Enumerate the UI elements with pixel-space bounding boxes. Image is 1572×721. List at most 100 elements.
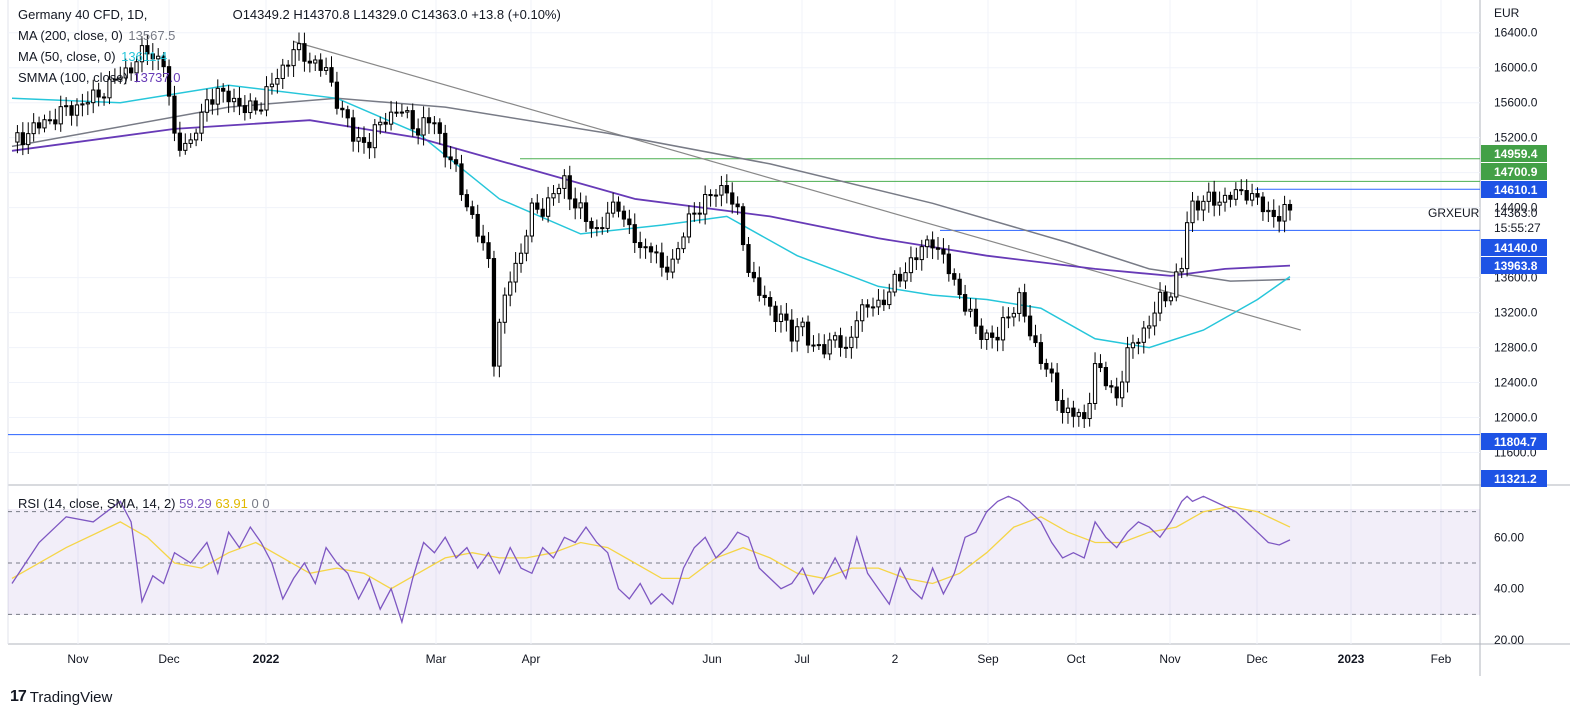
candle-body bbox=[610, 201, 616, 214]
candle-body bbox=[1217, 201, 1222, 206]
candle-body bbox=[15, 132, 20, 143]
candle-body bbox=[762, 294, 767, 299]
candle-body bbox=[215, 87, 220, 105]
time-tick-label: Sep bbox=[977, 652, 999, 666]
candle-body bbox=[123, 67, 128, 79]
candle-body bbox=[795, 326, 800, 342]
candle-body bbox=[740, 206, 746, 246]
time-tick-label: Jul bbox=[794, 652, 809, 666]
candle-body bbox=[984, 332, 989, 340]
candle-body bbox=[183, 142, 188, 151]
candle-body bbox=[1000, 317, 1006, 341]
candle-body bbox=[854, 320, 859, 338]
candle-body bbox=[399, 111, 405, 114]
candle-body bbox=[296, 43, 302, 51]
smma100-value: 13737.0 bbox=[133, 70, 181, 85]
candle-body bbox=[908, 257, 914, 274]
candle-body bbox=[269, 83, 275, 88]
time-tick-label: Apr bbox=[522, 652, 541, 666]
candle-body bbox=[1044, 362, 1049, 370]
candle-body bbox=[1006, 316, 1011, 319]
price-tag bbox=[1481, 239, 1547, 256]
price-tag bbox=[1481, 470, 1547, 487]
candle-body bbox=[1179, 268, 1184, 273]
brand-footer[interactable]: 17 TradingView bbox=[10, 688, 112, 706]
candle-body bbox=[925, 239, 930, 248]
price-tag-label: 14959.4 bbox=[1494, 147, 1538, 161]
ma50-value: 13611.4 bbox=[121, 49, 168, 64]
candle-body bbox=[1201, 200, 1206, 211]
candle-body bbox=[231, 97, 237, 103]
price-tick-label: 13600.0 bbox=[1494, 271, 1538, 285]
candle-body bbox=[1266, 209, 1271, 213]
candle-body bbox=[1130, 342, 1136, 349]
candle-body bbox=[264, 86, 269, 111]
time-axis[interactable]: Nov Dec 2022 Mar Apr Jun Jul 2 Sep Oct Nov Dec 2023 F… bbox=[67, 652, 1451, 666]
candle-body bbox=[1249, 193, 1255, 201]
candle-body bbox=[481, 235, 486, 244]
candle-body bbox=[96, 89, 101, 98]
candle-body bbox=[26, 133, 31, 146]
candle-body bbox=[345, 109, 350, 119]
candlesticks bbox=[15, 32, 1293, 429]
rsi-line bbox=[11, 495, 1291, 625]
candle-body bbox=[556, 187, 562, 195]
candle-body bbox=[903, 272, 908, 282]
candle-body bbox=[686, 213, 692, 238]
candle-body bbox=[952, 273, 957, 280]
candle-body bbox=[513, 262, 518, 283]
candle-body bbox=[1157, 291, 1163, 314]
price-tag-label: 14140.0 bbox=[1494, 241, 1538, 255]
candle-body bbox=[768, 297, 773, 307]
candle-body bbox=[172, 95, 177, 134]
candle-body bbox=[1163, 291, 1168, 302]
candle-body bbox=[973, 308, 979, 327]
rsi-sma-line bbox=[11, 505, 1291, 590]
candle-body bbox=[134, 61, 139, 74]
rsi-band-background bbox=[8, 509, 1480, 615]
candle-body bbox=[188, 139, 193, 144]
rsi-tick-label: 20.00 bbox=[1494, 633, 1524, 647]
ma200-legend: MA (200, close, 0) 13567.5 bbox=[18, 28, 175, 43]
candle-body bbox=[1212, 191, 1217, 206]
candle-body bbox=[562, 175, 567, 189]
candle-body bbox=[31, 122, 36, 135]
candle-body bbox=[860, 304, 865, 322]
candle-body bbox=[226, 90, 231, 103]
candle-body bbox=[161, 55, 166, 68]
candle-body bbox=[58, 106, 63, 125]
candle-body bbox=[870, 306, 876, 309]
candle-body bbox=[237, 97, 242, 107]
candle-body bbox=[1152, 312, 1157, 327]
rsi-axis[interactable]: 60.00 40.00 20.00 bbox=[1494, 530, 1524, 647]
candle-body bbox=[334, 81, 340, 109]
candle-body bbox=[524, 235, 529, 254]
candle-body bbox=[383, 121, 388, 125]
candle-body bbox=[139, 45, 145, 63]
candle-body bbox=[356, 137, 361, 142]
candle-body bbox=[258, 109, 264, 112]
candle-body bbox=[594, 227, 599, 230]
candle-body bbox=[670, 258, 675, 273]
candle-body bbox=[540, 208, 545, 217]
candle-body bbox=[101, 96, 107, 99]
low-value: L14329.0 bbox=[353, 7, 408, 22]
candle-body bbox=[491, 258, 497, 367]
candle-body bbox=[746, 244, 751, 273]
close-value: C14363.0 bbox=[411, 7, 468, 22]
candle-body bbox=[280, 64, 285, 79]
candle-body bbox=[773, 305, 778, 323]
candle-body bbox=[242, 105, 247, 114]
candle-body bbox=[118, 77, 123, 80]
candle-body bbox=[1120, 381, 1125, 399]
candle-body bbox=[64, 105, 69, 108]
candle-body bbox=[1228, 194, 1233, 200]
candle-body bbox=[1103, 367, 1109, 387]
candle-body bbox=[529, 202, 534, 237]
candle-body bbox=[275, 77, 280, 85]
candle-body bbox=[681, 236, 686, 250]
last-price-label: 14363.0 bbox=[1494, 206, 1538, 220]
trendline bbox=[293, 40, 1301, 331]
